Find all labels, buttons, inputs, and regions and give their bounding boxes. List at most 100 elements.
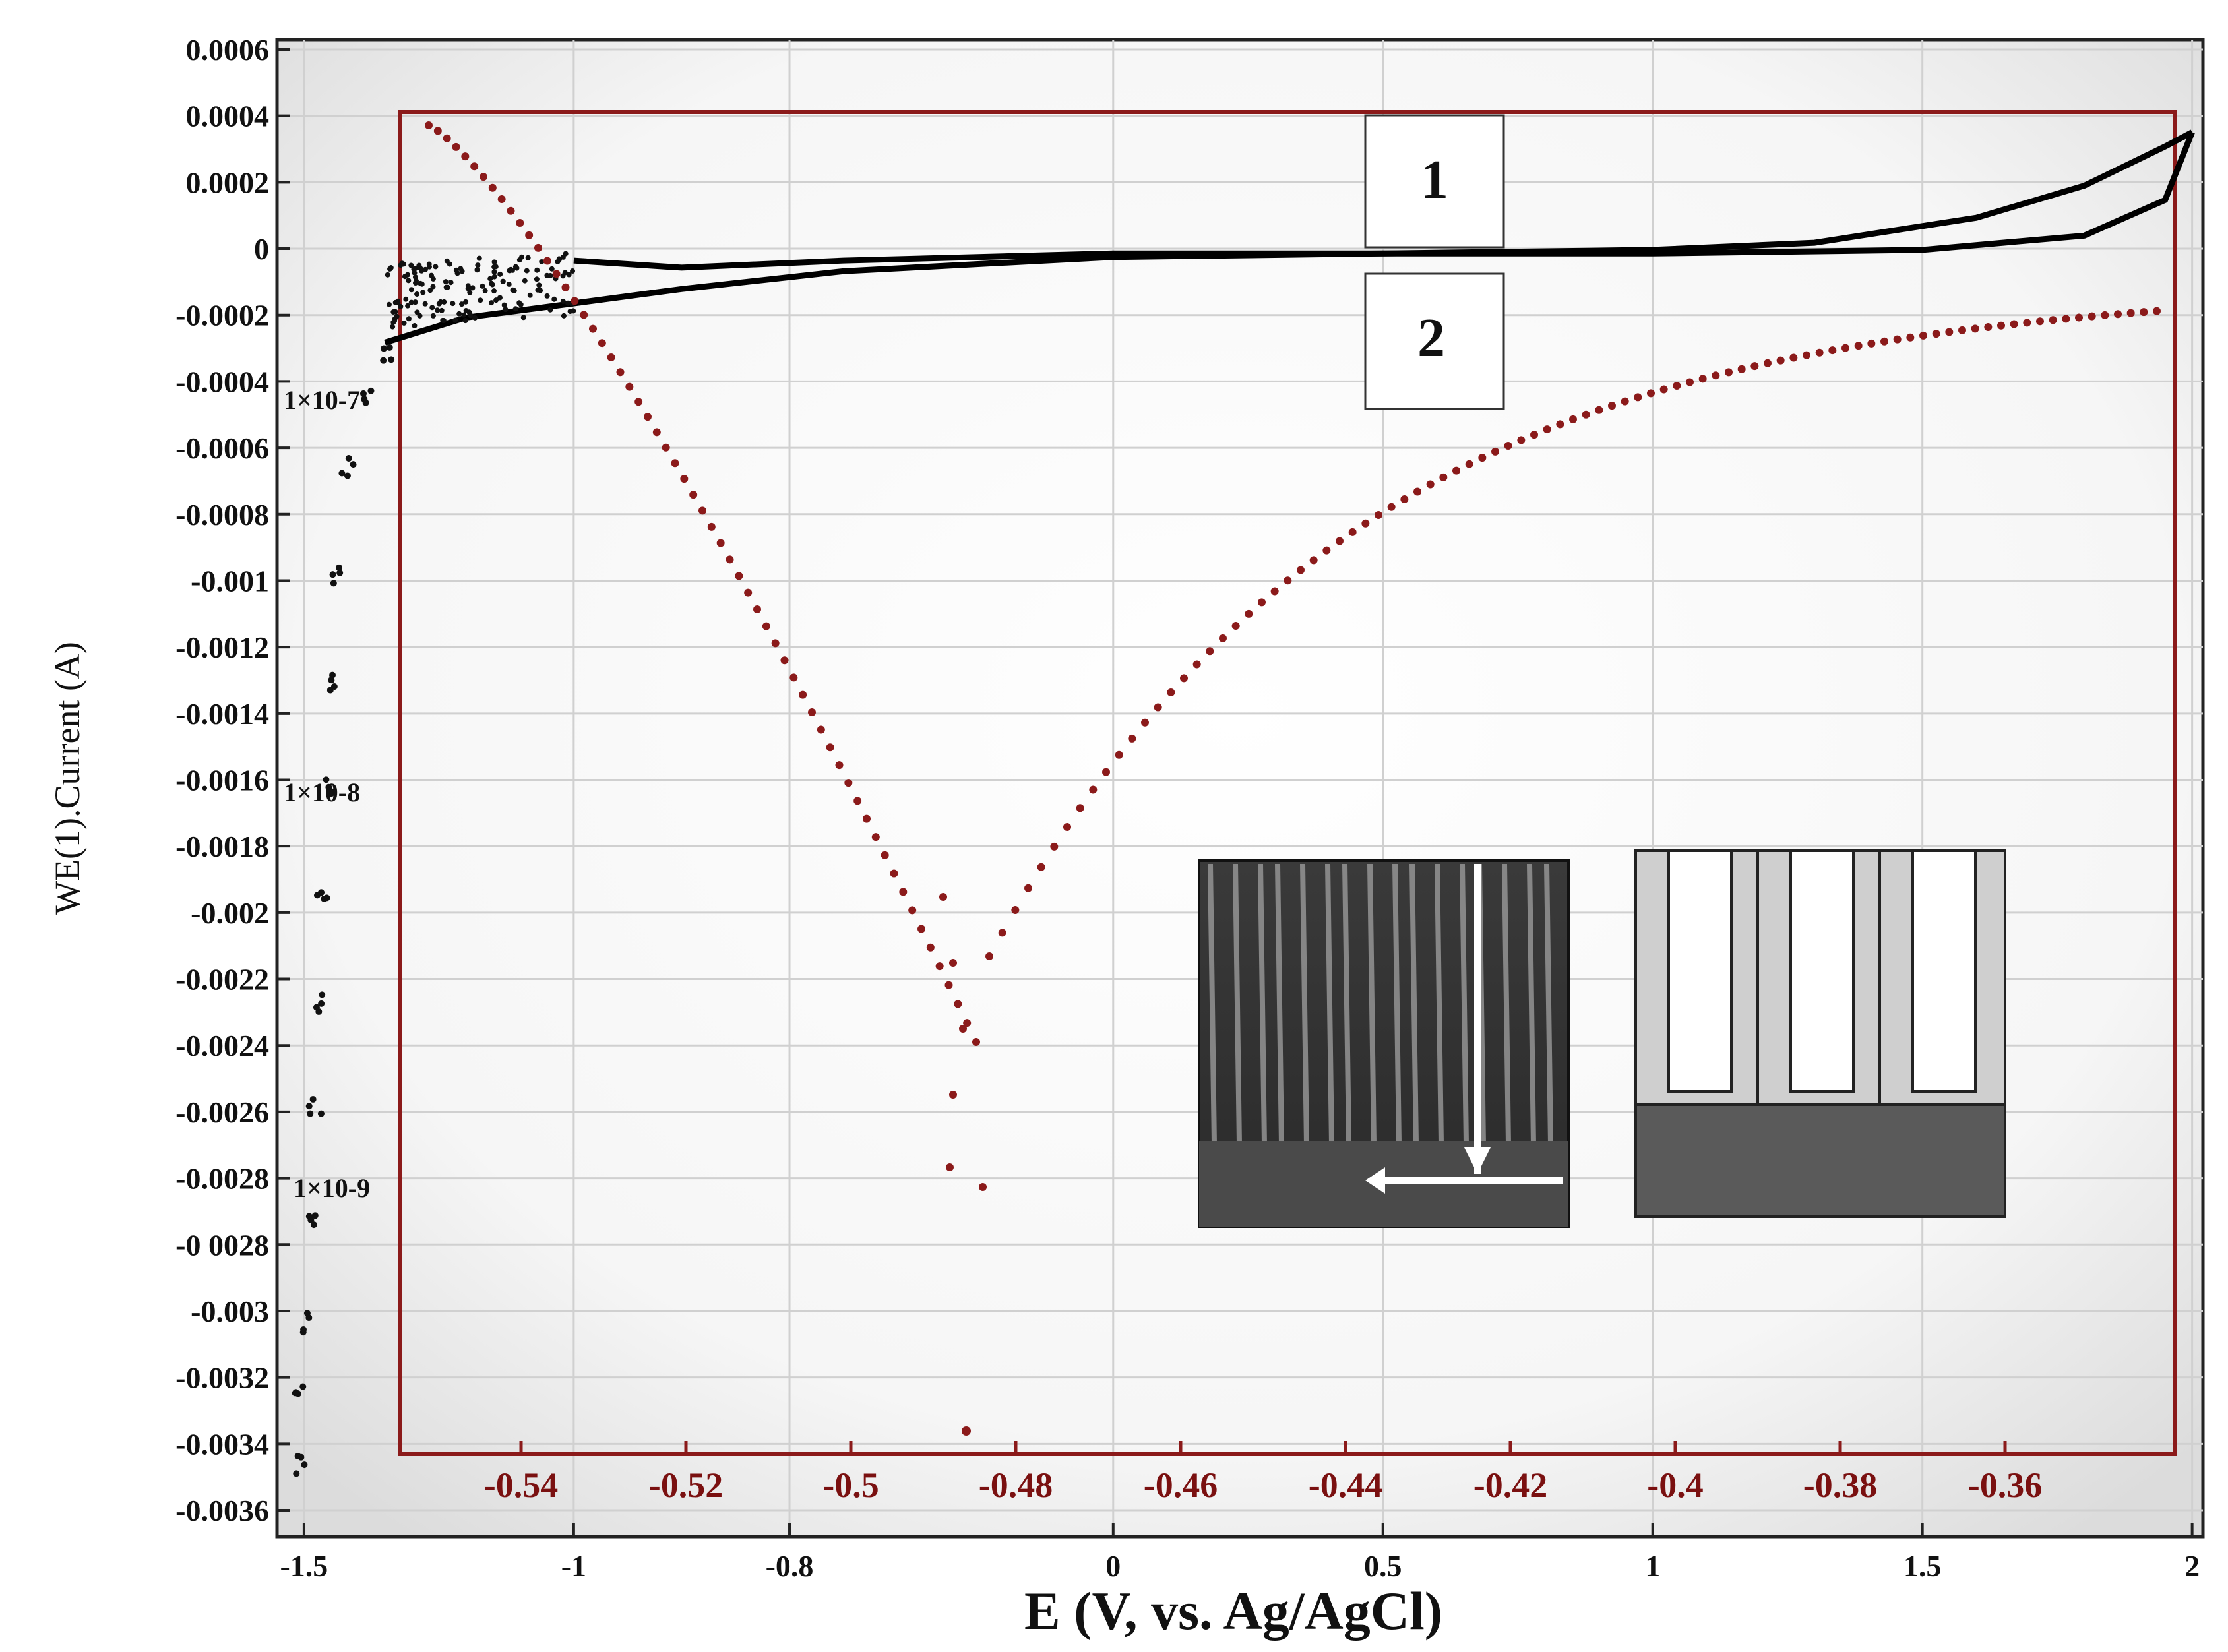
series-2-point bbox=[1245, 610, 1253, 618]
series-2-point bbox=[939, 893, 947, 901]
series-2-point bbox=[1712, 371, 1719, 379]
series-2-point bbox=[625, 383, 633, 391]
x-tick-label: 1.5 bbox=[1903, 1549, 1942, 1583]
series-1-point bbox=[387, 302, 392, 307]
series-1-tail-point bbox=[297, 1454, 304, 1461]
series-1-point bbox=[396, 300, 401, 305]
series-1-tail-point bbox=[305, 1314, 312, 1321]
series-2-point bbox=[480, 173, 487, 181]
sem-image-inset bbox=[1199, 861, 1568, 1227]
series-2-point bbox=[1413, 488, 1421, 496]
series-2-point bbox=[1297, 566, 1305, 574]
series-2-point bbox=[698, 506, 706, 514]
series-1-tail-point bbox=[350, 461, 357, 468]
series-1-point bbox=[461, 313, 466, 318]
series-2-point bbox=[1686, 379, 1694, 386]
series-2-point bbox=[2062, 315, 2070, 322]
series-2-point bbox=[1400, 495, 1408, 503]
series-1-point bbox=[516, 300, 522, 305]
series-1-tail-point bbox=[361, 396, 367, 402]
series-1-point bbox=[441, 318, 447, 323]
series-2-point bbox=[772, 639, 780, 647]
series-1-point bbox=[563, 251, 569, 257]
series-2-point bbox=[708, 523, 716, 531]
series-2-point bbox=[853, 797, 861, 805]
y-tick-label: -0.0036 bbox=[175, 1494, 269, 1527]
series-1-point bbox=[478, 297, 483, 303]
series-2-point bbox=[962, 1426, 971, 1436]
series-2-point bbox=[2010, 320, 2018, 328]
y-tick-label: -0.0024 bbox=[175, 1029, 269, 1062]
series-2-point bbox=[979, 1183, 987, 1191]
series-2-point bbox=[680, 475, 688, 483]
y-tick-label: -0.002 bbox=[191, 896, 269, 930]
series-2-point bbox=[1945, 328, 1953, 336]
series-2-point bbox=[516, 219, 524, 227]
series-2-point bbox=[434, 127, 442, 135]
y-tick-label: -0.0008 bbox=[175, 498, 269, 532]
series-2-point bbox=[946, 1163, 954, 1171]
series-2-point bbox=[452, 143, 460, 151]
series-1-point bbox=[536, 282, 542, 288]
series-1-point bbox=[489, 300, 494, 305]
y-tick-label: -0.003 bbox=[191, 1295, 269, 1328]
series-1-point bbox=[408, 262, 414, 268]
series-1-tail-point bbox=[311, 1221, 317, 1228]
series-2-point bbox=[1699, 375, 1707, 382]
series-2-point bbox=[1336, 537, 1344, 545]
series-1-point bbox=[491, 269, 497, 274]
series-2-point bbox=[1258, 598, 1266, 606]
series-2-point bbox=[1452, 467, 1460, 475]
series-2-point bbox=[781, 656, 789, 664]
series-2-point bbox=[1621, 398, 1629, 406]
series-2-point bbox=[1530, 431, 1538, 439]
series-1-point bbox=[492, 259, 497, 264]
series-1-point bbox=[413, 299, 418, 305]
series-2-point bbox=[1310, 556, 1318, 564]
series-1-point bbox=[420, 290, 425, 295]
series-2-point bbox=[1024, 884, 1032, 892]
series-1-tail-point bbox=[312, 1212, 319, 1219]
y-tick-label: 0.0004 bbox=[186, 100, 270, 133]
series-2-point bbox=[553, 270, 561, 278]
series-1-point bbox=[549, 266, 555, 272]
series-1-point bbox=[513, 306, 518, 311]
series-2-point bbox=[762, 623, 770, 630]
series-1-point bbox=[522, 278, 528, 284]
series-1-point bbox=[413, 280, 418, 286]
y-tick-label: -0.0018 bbox=[175, 830, 269, 863]
series-1-point bbox=[413, 274, 418, 280]
series-2-point bbox=[634, 398, 642, 406]
series-1-point bbox=[387, 266, 392, 272]
series-2-point bbox=[1102, 768, 1110, 776]
series-2-point bbox=[863, 815, 871, 823]
inner-x-tick-label: -0.54 bbox=[484, 1465, 558, 1505]
series-2-point bbox=[817, 726, 825, 734]
series-1-point bbox=[545, 293, 550, 299]
series-2-point bbox=[1750, 362, 1758, 370]
series-2-point bbox=[959, 1025, 967, 1033]
series-2-point bbox=[1789, 354, 1797, 362]
series-2-point bbox=[1504, 442, 1512, 450]
series-1-point bbox=[414, 291, 419, 297]
series-1-tail-point bbox=[318, 1111, 325, 1117]
series-2-point bbox=[607, 353, 615, 361]
series-2-point bbox=[1076, 804, 1084, 812]
series-2-point bbox=[2023, 319, 2031, 326]
y-tick-label: -0.0016 bbox=[175, 764, 269, 797]
series-1-point bbox=[547, 273, 553, 278]
series-2-point bbox=[972, 1038, 980, 1046]
series-1-point bbox=[431, 313, 436, 319]
series-2-point bbox=[1971, 324, 1979, 332]
series-2-point bbox=[1517, 436, 1525, 444]
series-1-point bbox=[517, 257, 522, 262]
y-tick-label: -0.0028 bbox=[175, 1162, 269, 1196]
series-2-point bbox=[917, 925, 925, 933]
series-1-point bbox=[561, 299, 566, 304]
series-2-point bbox=[1349, 528, 1357, 536]
series-1-point bbox=[452, 318, 458, 323]
series-2-point bbox=[2101, 311, 2109, 319]
series-1-point bbox=[521, 315, 526, 320]
series-1-point bbox=[445, 259, 450, 264]
x-tick-label: 1 bbox=[1645, 1549, 1660, 1583]
